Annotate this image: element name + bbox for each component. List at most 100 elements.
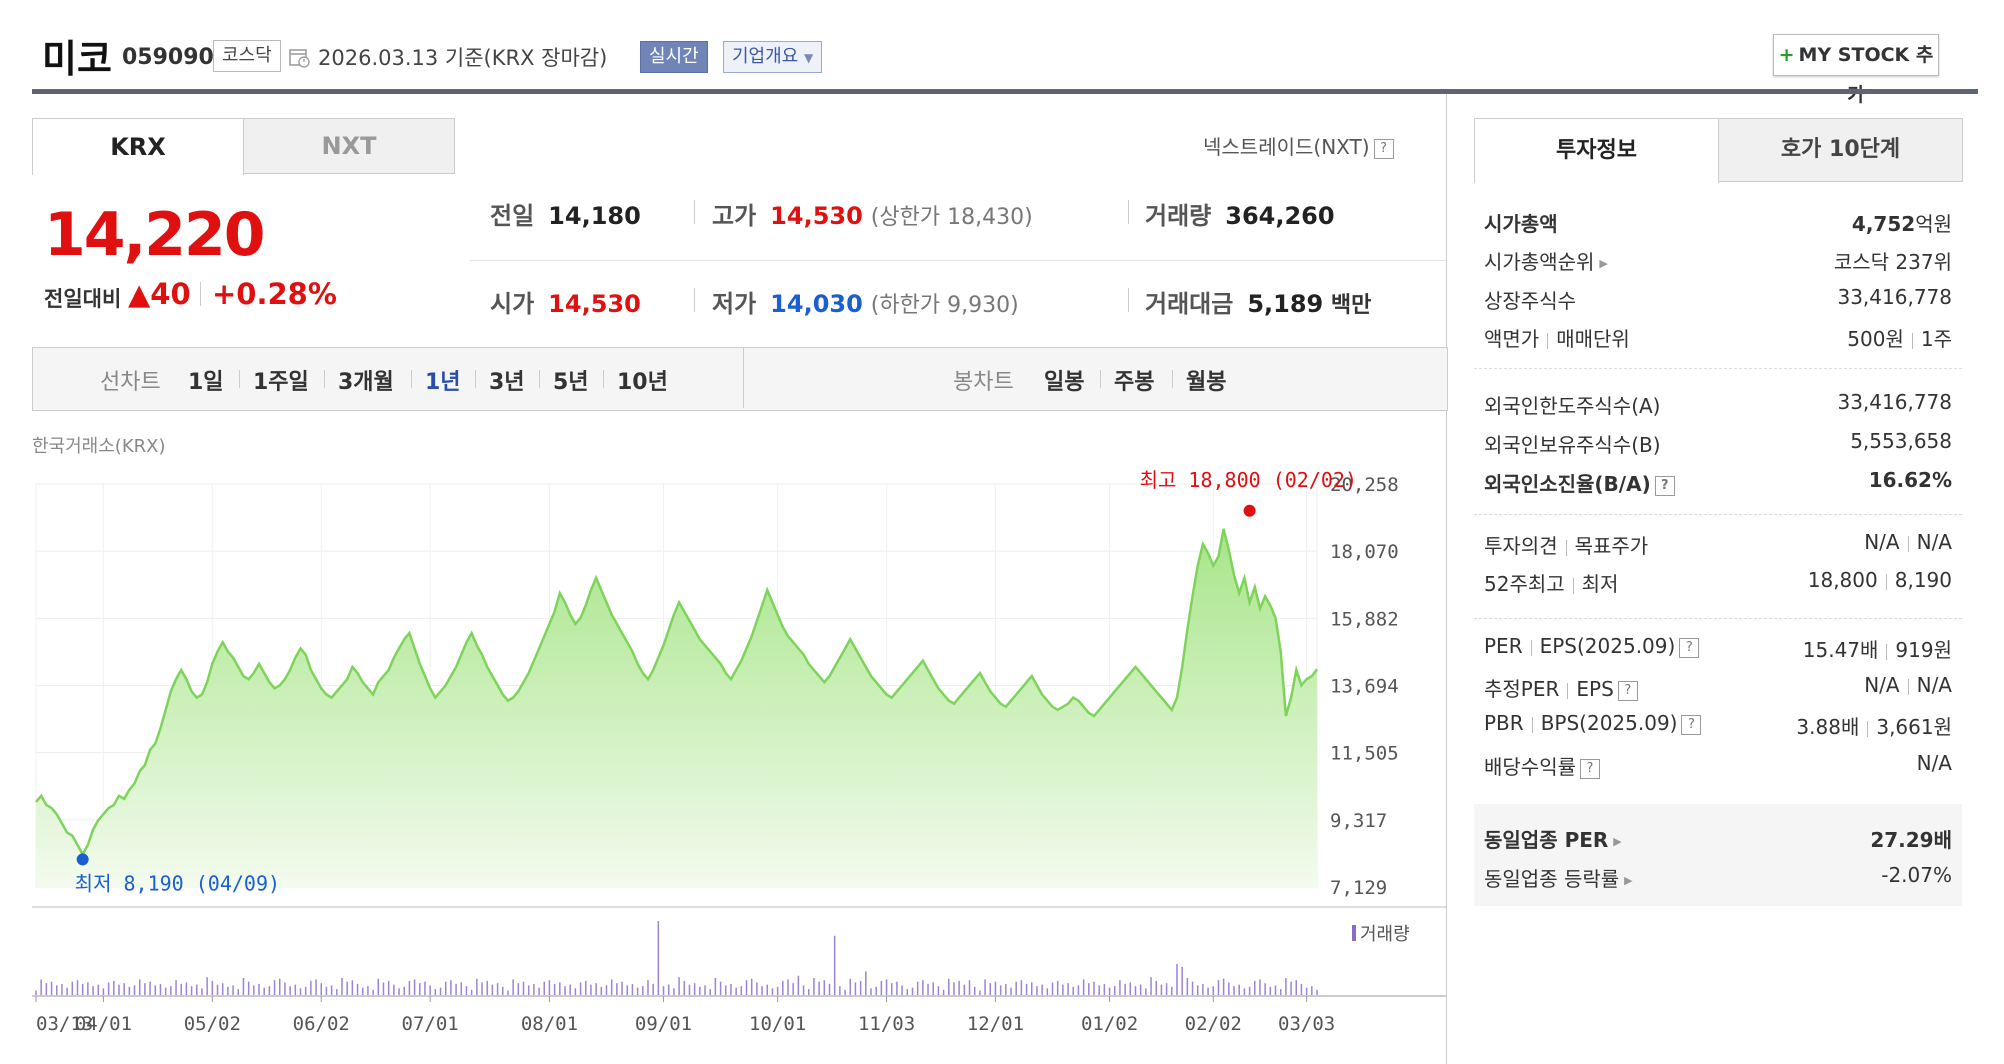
x-tick-label: 10/01 [749,1013,806,1035]
unit-label: 매매단위 [1556,327,1630,351]
chevron-down-icon: ▼ [803,51,814,65]
tab-investment-info[interactable]: 투자정보 [1474,118,1719,183]
period-3m[interactable]: 3개월 [338,370,394,395]
divider [411,370,412,388]
open-label: 시가 [490,290,535,318]
opinion-value: N/A [1864,530,1900,554]
info-row-shares: 상장주식수 33,416,778 [1474,285,1962,323]
x-tick-label: 01/02 [1081,1013,1138,1035]
bps-value: 3,661원 [1876,715,1952,739]
quote-open: 시가 14,530 [490,284,641,319]
prev-value: 14,180 [548,202,641,230]
candle-daily[interactable]: 일봉 [1044,370,1085,395]
tab-hoga-10[interactable]: 호가 10단계 [1718,118,1963,182]
help-icon[interactable]: ? [1617,680,1638,701]
period-10y[interactable]: 10년 [617,370,668,395]
chevron-right-icon: ▶ [1624,874,1633,887]
help-icon[interactable]: ? [1679,637,1700,658]
period-1d[interactable]: 1일 [188,370,224,395]
y-tick-label: 20,258 [1330,474,1399,496]
est-per-value: N/A [1864,673,1900,697]
quote-low: 저가 14,030 (하한가 9,930) [712,284,1019,319]
candle-monthly[interactable]: 월봉 [1186,370,1227,395]
period-3y[interactable]: 3년 [489,370,525,395]
period-5y[interactable]: 5년 [553,370,589,395]
w52-high-label: 52주최고 [1484,572,1565,596]
divider [475,370,476,388]
w52-low-label: 최저 [1581,572,1619,596]
divider [324,370,325,388]
info-section-foreign: 외국인한도주식수(A) 33,416,778 외국인보유주식수(B) 5,553,6… [1474,390,1962,500]
pbr-value: 3.88배 [1796,715,1860,739]
period-1y[interactable]: 1년 [425,370,461,395]
target-value: N/A [1916,530,1952,554]
divider [1474,618,1962,619]
y-tick-label: 11,505 [1330,743,1399,765]
ind-per-label[interactable]: 동일업종 PER [1484,828,1609,852]
upper-limit: (상한가 18,430) [870,205,1033,230]
x-tick-label: 07/01 [402,1013,459,1035]
y-tick-label: 7,129 [1330,877,1387,899]
market-badge: 코스닥 [213,40,281,72]
stock-code: 059090 [122,45,214,70]
corp-info-dropdown[interactable]: 기업개요 ▼ [723,41,823,73]
tab-krx[interactable]: KRX [32,118,244,175]
period-bar [32,347,1448,411]
price-chart: 20,258 18,070 15,882 13,694 11,505 9,317 7,129… [32,468,1446,1035]
mystock-add-button[interactable]: + MY STOCK 추가 [1773,34,1939,106]
panel-divider [1446,94,1447,1064]
help-icon[interactable]: ? [1373,138,1394,159]
volume-value: 364,260 [1225,202,1335,230]
mcap-value: 4,752 [1851,212,1916,236]
info-row-ind-chg: 동일업종 등락률 ▶ -2.07% [1474,863,1962,901]
high-value: 14,530 [770,202,863,230]
shares-value: 33,416,778 [1837,285,1952,309]
quote-high: 고가 14,530 (상한가 18,430) [712,196,1033,231]
high-label: 고가 [712,202,757,230]
corp-info-label: 기업개요 [732,46,799,67]
prev-label: 전일 [490,202,535,230]
opinion-label: 투자의견 [1484,534,1558,558]
divider [1128,288,1129,312]
info-section-industry: 동일업종 PER ▶ 27.29배 동일업종 등락률 ▶ -2.07% [1474,804,1962,906]
foreign-ratio-label: 외국인소진율(B/A) [1484,472,1651,496]
x-tick-label: 06/02 [293,1013,350,1035]
div-value: N/A [1916,751,1952,775]
w52-low-value: 8,190 [1894,568,1952,592]
candle-weekly[interactable]: 주봉 [1114,370,1155,395]
ind-chg-label[interactable]: 동일업종 등락률 [1484,867,1620,891]
rank-label[interactable]: 시가총액순위 [1484,250,1595,274]
info-section-market: 시가총액 4,752억원 시가총액순위 ▶ 코스닥 237위 상장주식수 33,416,… [1474,206,1962,376]
eps-value: 919원 [1895,638,1952,662]
divider [1474,514,1962,515]
est-per-label: 추정PER [1484,677,1560,701]
x-tick-label: 09/01 [635,1013,692,1035]
amount-unit: 백만 [1330,293,1372,318]
change-value: ▲40 [128,277,191,311]
divider [539,370,540,388]
period-1w[interactable]: 1주일 [253,370,309,395]
x-tick-label: 11/03 [858,1013,915,1035]
target-label: 목표주가 [1574,534,1649,558]
low-label: 저가 [712,290,757,318]
tab-nxt[interactable]: NXT [243,118,455,174]
volume-legend-swatch [1352,925,1356,941]
realtime-button[interactable]: 실시간 [640,41,708,73]
ind-per-value: 27.29배 [1870,828,1952,852]
change-label: 전일대비 [44,287,122,311]
y-tick-label: 9,317 [1330,810,1387,832]
est-eps-value: N/A [1916,673,1952,697]
divider [239,370,240,388]
low-marker [76,853,89,866]
lower-limit: (하한가 9,930) [870,293,1019,318]
divider [694,200,695,224]
help-icon[interactable]: ? [1580,758,1600,779]
price-line [35,528,1318,858]
help-icon[interactable]: ? [1654,475,1675,496]
nxt-link[interactable]: 넥스트레이드(NXT)? [1203,131,1394,160]
foreign-own-label: 외국인보유주식수(B) [1484,433,1661,457]
help-icon[interactable]: ? [1681,714,1702,735]
info-row-face: 액면가 매매단위 500원 1주 [1474,323,1962,361]
plus-icon: + [1778,44,1795,66]
info-row-pbr: PBR BPS(2025.09)? 3.88배 3,661원 [1474,711,1962,749]
